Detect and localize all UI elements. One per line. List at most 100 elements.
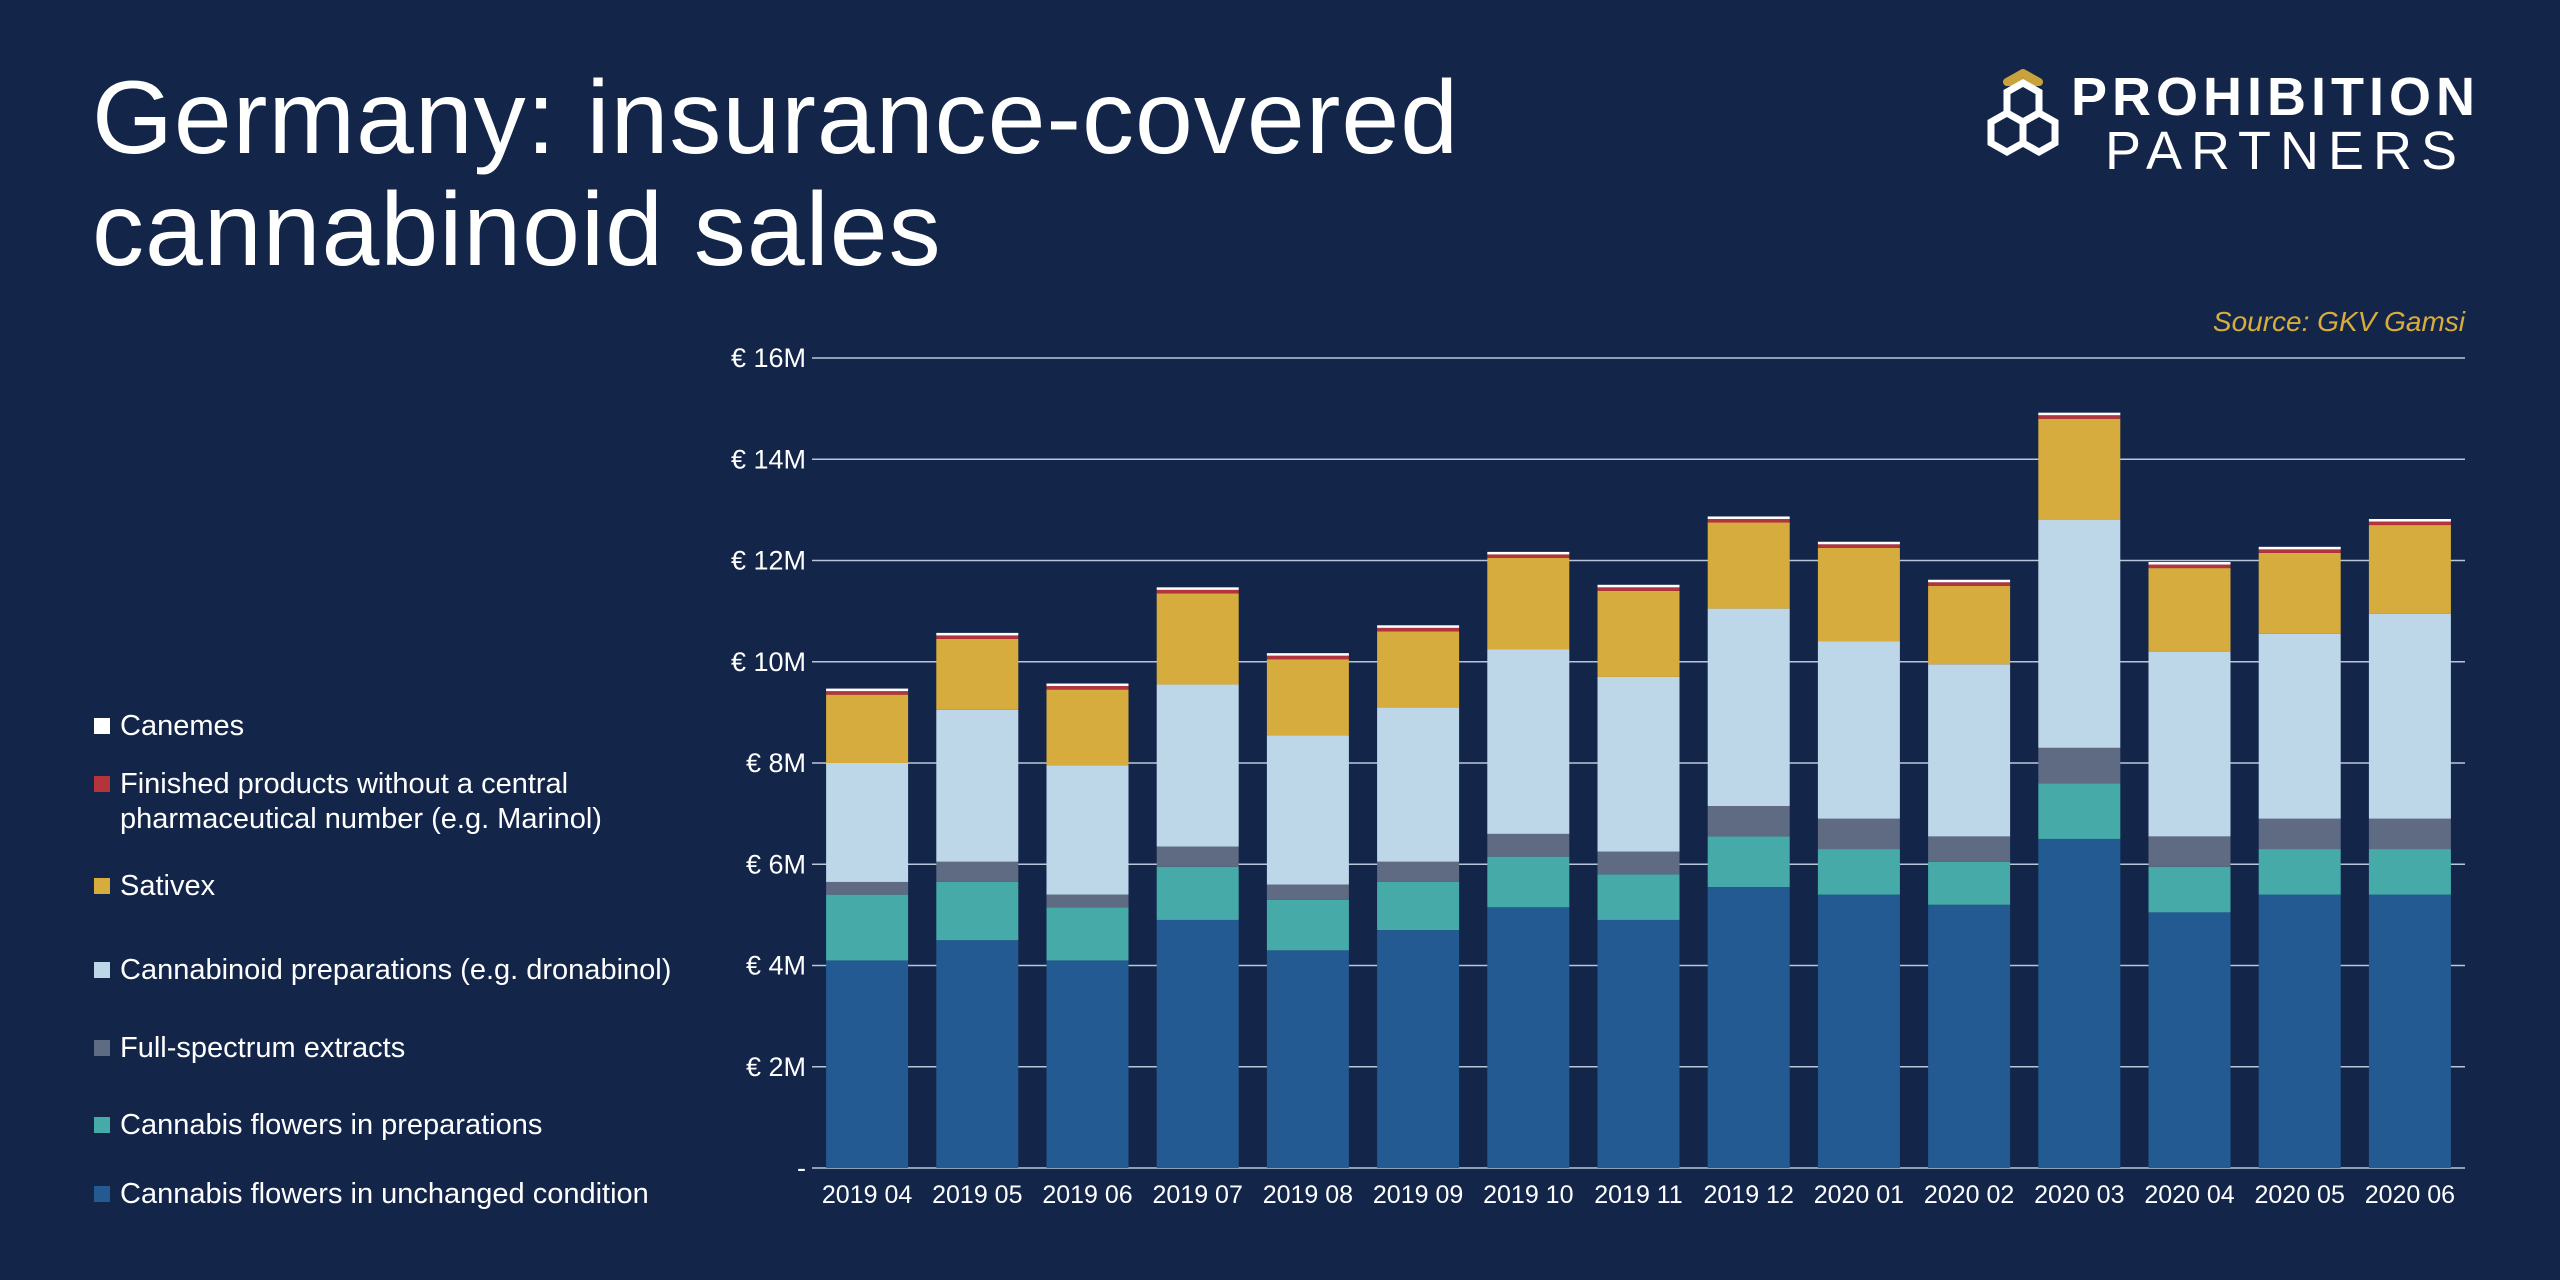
bar-segment: [1817, 641, 1900, 819]
bar-segment: [1597, 584, 1680, 588]
x-tick-label: 2020 02: [1924, 1181, 2014, 1209]
bar-segment: [936, 709, 1019, 862]
bar-segment: [1597, 874, 1680, 920]
bar-segment: [1377, 930, 1460, 1168]
x-tick-label: 2019 05: [932, 1181, 1022, 1209]
bar-segment: [1817, 544, 1900, 548]
x-tick-label: 2019 09: [1373, 1181, 1463, 1209]
bar-segment: [826, 881, 909, 895]
bar-segment: [2258, 546, 2341, 550]
y-tick-label: € 12M: [731, 546, 806, 576]
bar-segment: [1597, 851, 1680, 875]
y-tick-label: € 6M: [746, 849, 806, 879]
bar-segment: [826, 894, 909, 961]
bar-segment: [826, 688, 909, 692]
logo-hex-3: [1987, 108, 2027, 157]
bar-segment: [826, 763, 909, 882]
bar-segment: [1707, 608, 1790, 807]
bar-segment: [2038, 838, 2121, 1168]
bar-segment: [1046, 686, 1129, 690]
bar-segment: [1266, 950, 1349, 1168]
x-tick-label: 2019 08: [1263, 1181, 1353, 1209]
bar-segment: [1377, 631, 1460, 708]
bar-segment: [1266, 735, 1349, 885]
bar-segment: [826, 691, 909, 695]
bar-segment: [1707, 516, 1790, 519]
bar-segment: [2258, 818, 2341, 850]
bar-segment: [826, 694, 909, 763]
bar-segment: [1487, 907, 1570, 1168]
x-tick-label: 2019 12: [1704, 1181, 1794, 1209]
bar-segment: [2258, 894, 2341, 1168]
bar-segment: [2038, 415, 2121, 419]
legend-label: Full-spectrum extracts: [120, 1032, 406, 1064]
bar-segment: [1817, 849, 1900, 895]
legend-swatch: [94, 1040, 110, 1056]
bar-segment: [2368, 613, 2451, 819]
bar-segment: [1377, 861, 1460, 882]
bar-segment: [2038, 418, 2121, 520]
bar-segment: [2148, 564, 2231, 569]
hexagon-logo-icon: [1987, 69, 2059, 157]
legend-label: Canemes: [120, 710, 245, 742]
bar-segment: [1377, 881, 1460, 931]
legend-swatch: [94, 1186, 110, 1202]
bar-segment: [2148, 568, 2231, 652]
logo-text-prohibition: PROHIBITION: [2071, 67, 2481, 127]
y-tick-label: € 4M: [746, 951, 806, 981]
y-tick-label: € 10M: [731, 647, 806, 677]
x-tick-label: 2019 06: [1042, 1181, 1132, 1209]
legend-label: pharmaceutical number (e.g. Marinol): [120, 803, 602, 835]
x-tick-label: 2020 05: [2255, 1181, 2345, 1209]
legend-label: Cannabinoid preparations (e.g. dronabino…: [120, 954, 672, 986]
bar-segment: [2148, 562, 2231, 565]
bar-segment: [2368, 521, 2451, 526]
bar-segment: [1266, 655, 1349, 660]
bar-segment: [1487, 554, 1570, 558]
logo-text-partners: PARTNERS: [2105, 121, 2467, 181]
bar-segment: [1817, 541, 1900, 545]
legend-swatch: [94, 962, 110, 978]
legend-label: Cannabis flowers in unchanged condition: [120, 1178, 649, 1210]
legend-swatch: [94, 718, 110, 734]
bar-segment: [2258, 549, 2341, 553]
bar-segment: [2368, 818, 2451, 850]
bar-segment: [1487, 856, 1570, 908]
legend-swatch: [94, 878, 110, 894]
bar-segment: [2038, 412, 2121, 416]
bar-segment: [1046, 683, 1129, 687]
legend-swatch: [94, 1117, 110, 1133]
bar-segment: [2368, 518, 2451, 522]
bar-segment: [2148, 651, 2231, 837]
bar-segment: [936, 861, 1019, 882]
bar-segment: [1266, 899, 1349, 951]
bar-segment: [1266, 653, 1349, 656]
y-tick-label: € 2M: [746, 1052, 806, 1082]
source-note: Source: GKV Gamsi: [2212, 306, 2465, 337]
bar-segment: [1046, 960, 1129, 1168]
legend-label: Finished products without a central: [120, 768, 569, 800]
bar-segment: [1597, 919, 1680, 1168]
bar-segment: [1156, 919, 1239, 1168]
bar-segment: [936, 881, 1019, 941]
bar-segment: [936, 632, 1019, 636]
bar-segment: [1046, 894, 1129, 908]
bar-segment: [2148, 836, 2231, 867]
bar-segment: [1487, 551, 1570, 555]
bar-segment: [1377, 627, 1460, 632]
bar-segment: [1707, 887, 1790, 1168]
bar-segment: [1156, 846, 1239, 867]
bar-segment: [1928, 579, 2011, 583]
x-tick-label: 2020 03: [2034, 1181, 2124, 1209]
x-tick-label: 2019 11: [1594, 1181, 1683, 1209]
bar-segment: [1707, 522, 1790, 609]
x-tick-label: 2019 07: [1153, 1181, 1243, 1209]
bar-segment: [2038, 520, 2121, 748]
bar-segment: [1928, 904, 2011, 1168]
bar-segment: [1266, 659, 1349, 736]
bar-segment: [1597, 587, 1680, 591]
bar-segment: [826, 960, 909, 1168]
x-tick-label: 2019 04: [822, 1181, 912, 1209]
bar-segment: [1156, 684, 1239, 847]
bar-segment: [1487, 557, 1570, 650]
